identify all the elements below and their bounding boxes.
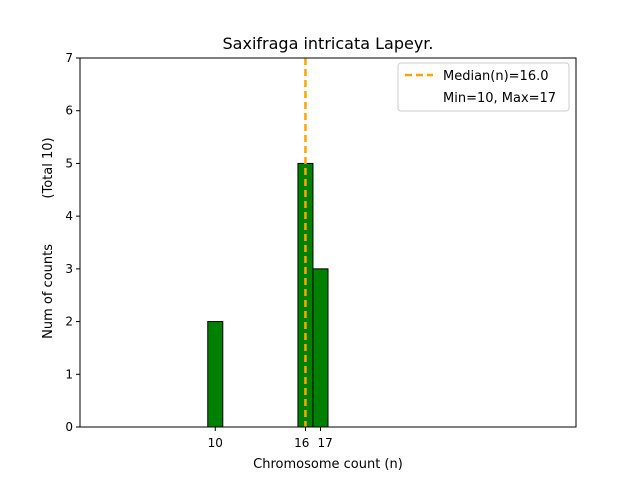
x-tick-label-17: 17 <box>317 436 332 450</box>
y-tick-label-6: 6 <box>65 104 73 118</box>
bar-10 <box>207 321 224 428</box>
y-tick-label-4: 4 <box>65 209 73 223</box>
chart-title: Saxifraga intricata Lapeyr. <box>223 34 434 53</box>
y-tick-label-7: 7 <box>65 51 73 65</box>
x-axis-label: Chromosome count (n) <box>253 457 403 472</box>
legend-median-label: Median(n)=16.0 <box>443 69 549 84</box>
bar-17 <box>312 268 329 428</box>
y-tick-label-3: 3 <box>65 262 73 276</box>
legend: Median(n)=16.0 Min=10, Max=17 <box>397 62 570 112</box>
y-axis-total-label: (Total 10) <box>41 137 56 198</box>
legend-box <box>397 62 570 112</box>
legend-range-label: Min=10, Max=17 <box>443 91 556 106</box>
y-tick-label-0: 0 <box>65 420 73 434</box>
plot-area: 0 1 2 3 4 5 6 7 10 16 17 <box>65 51 351 450</box>
x-tick-label-10: 10 <box>208 436 223 450</box>
axes-frame <box>79 57 577 428</box>
y-tick-label-5: 5 <box>65 156 73 170</box>
y-tick-label-2: 2 <box>65 315 73 329</box>
x-tick-label-16: 16 <box>294 436 309 450</box>
y-axis-label: Num of counts <box>41 244 56 339</box>
y-tick-label-1: 1 <box>65 367 73 381</box>
